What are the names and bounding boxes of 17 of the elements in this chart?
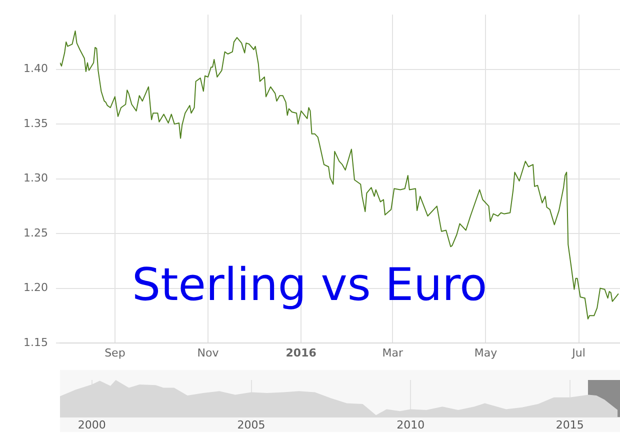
x-tick-label: 2000	[78, 418, 106, 432]
x-tick-label: 2015	[556, 418, 584, 432]
y-tick-label: 1.30	[24, 172, 48, 185]
x-tick-label: 2005	[237, 418, 266, 432]
y-tick-label: 1.15	[24, 336, 48, 349]
x-tick-label: 2016	[286, 346, 317, 360]
x-tick-label: Sep	[104, 346, 126, 360]
x-tick-label: 2010	[396, 418, 425, 432]
x-tick-label: Jul	[571, 346, 586, 360]
text: Sterling vs Euro	[132, 258, 488, 311]
x-tick-label: Mar	[382, 346, 404, 360]
y-tick-label: 1.20	[24, 281, 48, 294]
y-tick-label: 1.35	[24, 116, 48, 130]
y-tick-label: 1.25	[24, 226, 48, 240]
y-tick-label: 1.40	[24, 62, 48, 76]
x-tick-label: Nov	[197, 346, 220, 360]
x-tick-label: May	[474, 346, 498, 360]
